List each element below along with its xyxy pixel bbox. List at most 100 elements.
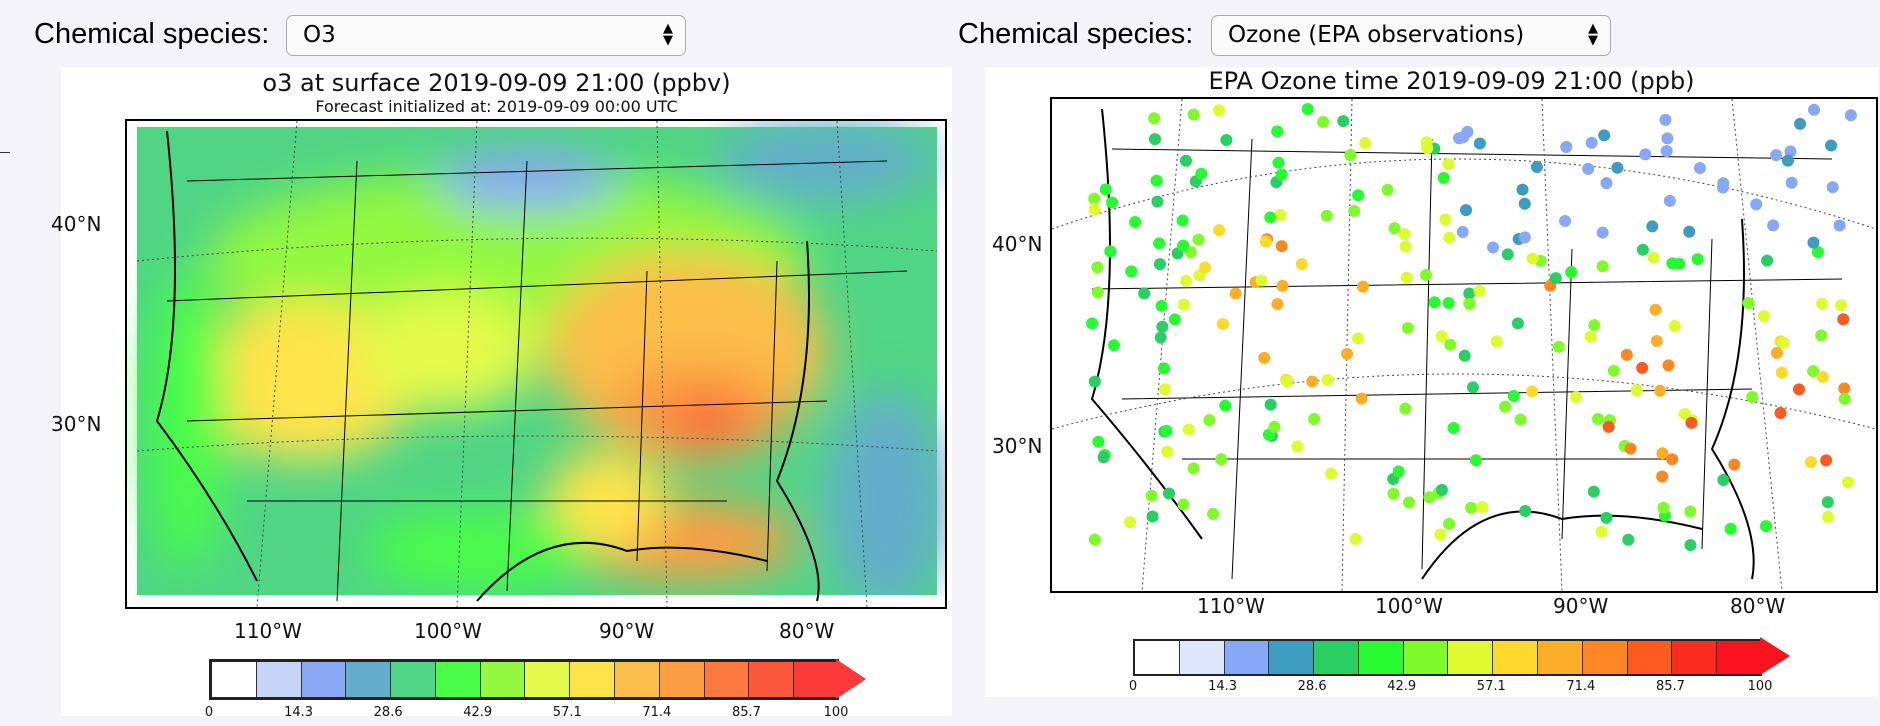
observation-site-dot: [1816, 297, 1829, 310]
colorbar-tick-label: 14.3: [1208, 679, 1238, 694]
observation-site-dot: [1463, 297, 1476, 310]
observation-site-dot: [1781, 154, 1794, 167]
observation-site-dot: [1760, 520, 1773, 533]
observation-site-dot: [1401, 321, 1414, 334]
observation-site-dot: [1684, 505, 1697, 518]
colorbar-tick-label: 71.4: [642, 705, 672, 720]
observation-site-dot: [1649, 303, 1662, 316]
observation-site-dot: [1187, 462, 1200, 475]
observation-site-dot: [1443, 231, 1456, 244]
lon-label-100w: 100°W: [1375, 594, 1443, 618]
observation-site-dot: [1150, 174, 1163, 187]
observation-site-dot: [1600, 177, 1613, 190]
observation-site-dot: [1155, 299, 1168, 312]
observation-site-dot: [1647, 251, 1660, 264]
observation-site-dot: [1124, 516, 1137, 529]
observation-site-dot: [1088, 192, 1101, 205]
observation-site-dot: [1807, 365, 1820, 378]
observation-site-dot: [1180, 274, 1193, 287]
forecast-map[interactable]: [125, 119, 947, 609]
observation-site-dot: [1559, 214, 1572, 227]
observation-site-dot: [1176, 214, 1189, 227]
observation-site-dot: [1530, 161, 1543, 174]
observation-site-dot: [1657, 501, 1670, 514]
right-species-select[interactable]: Ozone (EPA observations) ▲ ▼: [1211, 15, 1611, 56]
colorbar-bin: [1403, 641, 1449, 674]
observations-map[interactable]: [1050, 97, 1878, 593]
colorbar-bin: [1179, 641, 1225, 674]
lat-label-30n: 30°N: [992, 434, 1043, 458]
observation-site-dot: [1660, 145, 1673, 158]
observation-site-dot: [1271, 125, 1284, 138]
left-species-select[interactable]: O3 ▲ ▼: [286, 15, 686, 56]
colorbar-tick-label: 42.9: [1387, 679, 1417, 694]
observation-site-dot: [1742, 297, 1755, 310]
observation-site-dot: [1565, 266, 1578, 279]
observation-site-dot: [1456, 226, 1469, 239]
observation-site-dot: [1213, 104, 1226, 117]
observation-site-dot: [1308, 412, 1321, 425]
observation-site-dot: [1750, 198, 1763, 211]
observation-site-dot: [1807, 103, 1820, 116]
observation-site-dot: [1317, 115, 1330, 128]
observation-site-dot: [1826, 181, 1839, 194]
colorbar-bin: [1672, 641, 1718, 674]
observation-site-dot: [1435, 483, 1448, 496]
colorbar-bin: [301, 662, 347, 697]
observation-site-dot: [1624, 442, 1637, 455]
observation-site-dot: [1646, 220, 1659, 233]
colorbar-bin: [212, 662, 257, 697]
observation-site-dot: [1274, 208, 1287, 221]
observation-site-dot: [1086, 317, 1099, 330]
observation-site-dot: [1821, 496, 1834, 509]
observation-site-dot: [1220, 134, 1233, 147]
observation-site-dot: [1794, 117, 1807, 130]
observation-site-dot: [1359, 136, 1372, 149]
observation-site-dot: [1620, 348, 1633, 361]
lon-label-80w: 80°W: [1730, 594, 1786, 618]
left-species-value: O3: [303, 22, 336, 48]
observation-site-dot: [1207, 507, 1220, 520]
observation-site-dot: [1607, 364, 1620, 377]
observation-site-dot: [1807, 236, 1820, 249]
observation-site-dot: [1630, 384, 1643, 397]
observation-site-dot: [1099, 183, 1112, 196]
observation-site-dot: [1600, 511, 1613, 524]
colorbar-bin: [1538, 641, 1583, 674]
observation-site-dot: [1337, 115, 1350, 128]
observation-site-dot: [1160, 424, 1173, 437]
forecast-map-panel: o3 at surface 2019-09-09 21:00 (ppbv) Fo…: [51, 67, 952, 720]
observation-site-dot: [1321, 373, 1334, 386]
select-arrows-icon: ▲ ▼: [663, 21, 673, 48]
observation-site-dot: [1684, 539, 1697, 552]
observations-colorbar: [1133, 639, 1762, 676]
observation-site-dot: [1442, 296, 1455, 309]
observation-site-dot: [1518, 197, 1531, 210]
observation-site-dot: [1560, 140, 1573, 153]
observation-site-dot: [1666, 453, 1679, 466]
observation-site-dot: [1501, 248, 1514, 261]
observation-site-dot: [1596, 226, 1609, 239]
observation-site-dot: [1585, 136, 1598, 149]
observation-site-dot: [1291, 440, 1304, 453]
observation-site-dot: [1168, 313, 1181, 326]
observation-site-dot: [1820, 454, 1833, 467]
observation-site-dot: [1602, 420, 1615, 433]
observation-site-dot: [1459, 204, 1472, 217]
colorbar-bin: [1224, 641, 1270, 674]
observation-site-dot: [1511, 317, 1524, 330]
observation-site-dot: [1656, 447, 1669, 460]
observation-site-dot: [1636, 361, 1649, 374]
observation-site-dot: [1145, 489, 1158, 502]
observation-site-dot: [1582, 162, 1595, 175]
observation-site-dot: [1514, 413, 1527, 426]
colorbar-bin: [659, 662, 705, 697]
observations-map-panel: EPA Ozone time 2019-09-09 21:00 (ppb) 40…: [985, 67, 1878, 697]
observation-site-dot: [1683, 225, 1696, 238]
observation-site-dot: [1844, 109, 1857, 122]
observation-site-dot: [1399, 240, 1412, 253]
observation-site-dot: [1761, 254, 1774, 267]
observation-site-dot: [1775, 366, 1788, 379]
observation-site-dot: [1549, 272, 1562, 285]
observation-site-dot: [1570, 391, 1583, 404]
